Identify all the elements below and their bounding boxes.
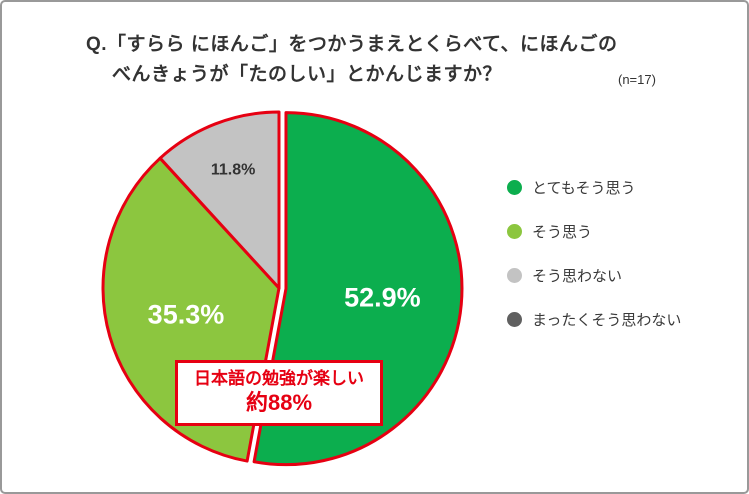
legend-dot-strongly-agree xyxy=(507,179,522,195)
legend-item-strongly-agree: とてもそう思う xyxy=(507,178,681,197)
legend-dot-agree xyxy=(507,223,522,239)
sample-size-label: (n=17) xyxy=(618,72,656,87)
legend-dot-strongly-disagree xyxy=(507,311,522,327)
annotation-line-1: 日本語の勉強が楽しい xyxy=(194,369,364,388)
pie-value-label-2: 11.8% xyxy=(211,161,255,178)
legend-item-disagree: そう思わない xyxy=(507,266,681,285)
legend-item-strongly-disagree: まったくそう思わない xyxy=(507,310,682,329)
legend-dot-disagree xyxy=(507,267,522,283)
legend-label-agree: そう思う xyxy=(532,223,593,241)
pie-value-label-1: 35.3% xyxy=(148,300,225,330)
annotation-box: 日本語の勉強が楽しい 約88% xyxy=(175,360,383,426)
legend-item-agree: そう思う xyxy=(507,222,681,241)
legend-label-strongly-agree: とてもそう思う xyxy=(532,179,636,197)
legend-label-disagree: そう思わない xyxy=(532,267,623,285)
pie-value-label-0: 52.9% xyxy=(344,282,421,312)
annotation-line-2: 約88% xyxy=(245,390,313,415)
pie-slice-2 xyxy=(158,110,281,290)
legend-label-strongly-disagree: まったくそう思わない xyxy=(532,311,682,329)
chart-title: Q.「すらら にほんご」をつかうまえとくらべて、にほんごの べんきょうが「たのし… xyxy=(86,30,618,90)
legend: とてもそう思う そう思う そう思わない まったくそう思わない xyxy=(507,178,682,329)
chart-title-line-1: Q.「すらら にほんご」をつかうまえとくらべて、にほんごの xyxy=(86,34,618,55)
chart-title-line-2: べんきょうが「たのしい」とかんじますか？ xyxy=(112,64,503,85)
